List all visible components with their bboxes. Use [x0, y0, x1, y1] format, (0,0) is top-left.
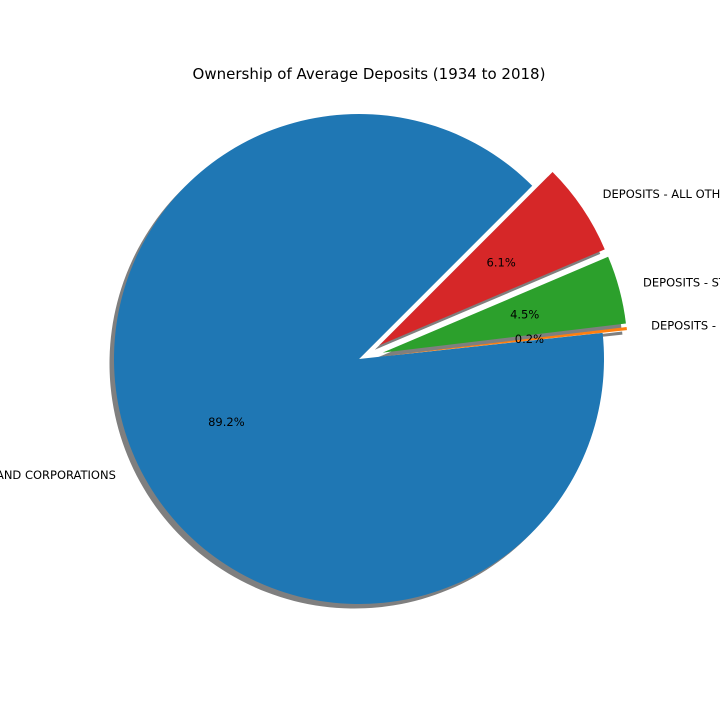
pie-slice-deposits-individuals-partnerships-and-corporations	[114, 114, 605, 604]
slice-label-deposits-individuals-partnerships-and-corporations: DEPOSITS - INDIVIDUALS, PARTNERSHIPS, AN…	[0, 468, 116, 482]
chart-title: Ownership of Average Deposits (1934 to 2…	[193, 65, 546, 83]
slice-label-deposits-u-s-government: DEPOSITS - U.S. GOVERNMENT	[651, 318, 720, 332]
slice-label-deposits-states-and-political-subdivisions: DEPOSITS - STATES AND POLITICAL SUBDIVIS…	[643, 276, 720, 290]
pct-label-deposits-all-other: 6.1%	[487, 256, 516, 270]
pie-slice-deposits-all-other	[379, 172, 605, 346]
pct-label-deposits-individuals-partnerships-and-corporations: 89.2%	[208, 415, 245, 429]
pct-label-deposits-states-and-political-subdivisions: 4.5%	[510, 307, 539, 321]
pie-slices	[114, 114, 627, 604]
pie-slice-deposits-u-s-government	[383, 327, 627, 357]
pct-label-deposits-u-s-government: 0.2%	[515, 332, 544, 346]
pie-slice-deposits-states-and-political-subdivisions	[382, 256, 626, 353]
slice-label-deposits-all-other: DEPOSITS - ALL OTHER	[603, 187, 720, 201]
pie-labels: DEPOSITS - INDIVIDUALS, PARTNERSHIPS, AN…	[0, 187, 720, 482]
